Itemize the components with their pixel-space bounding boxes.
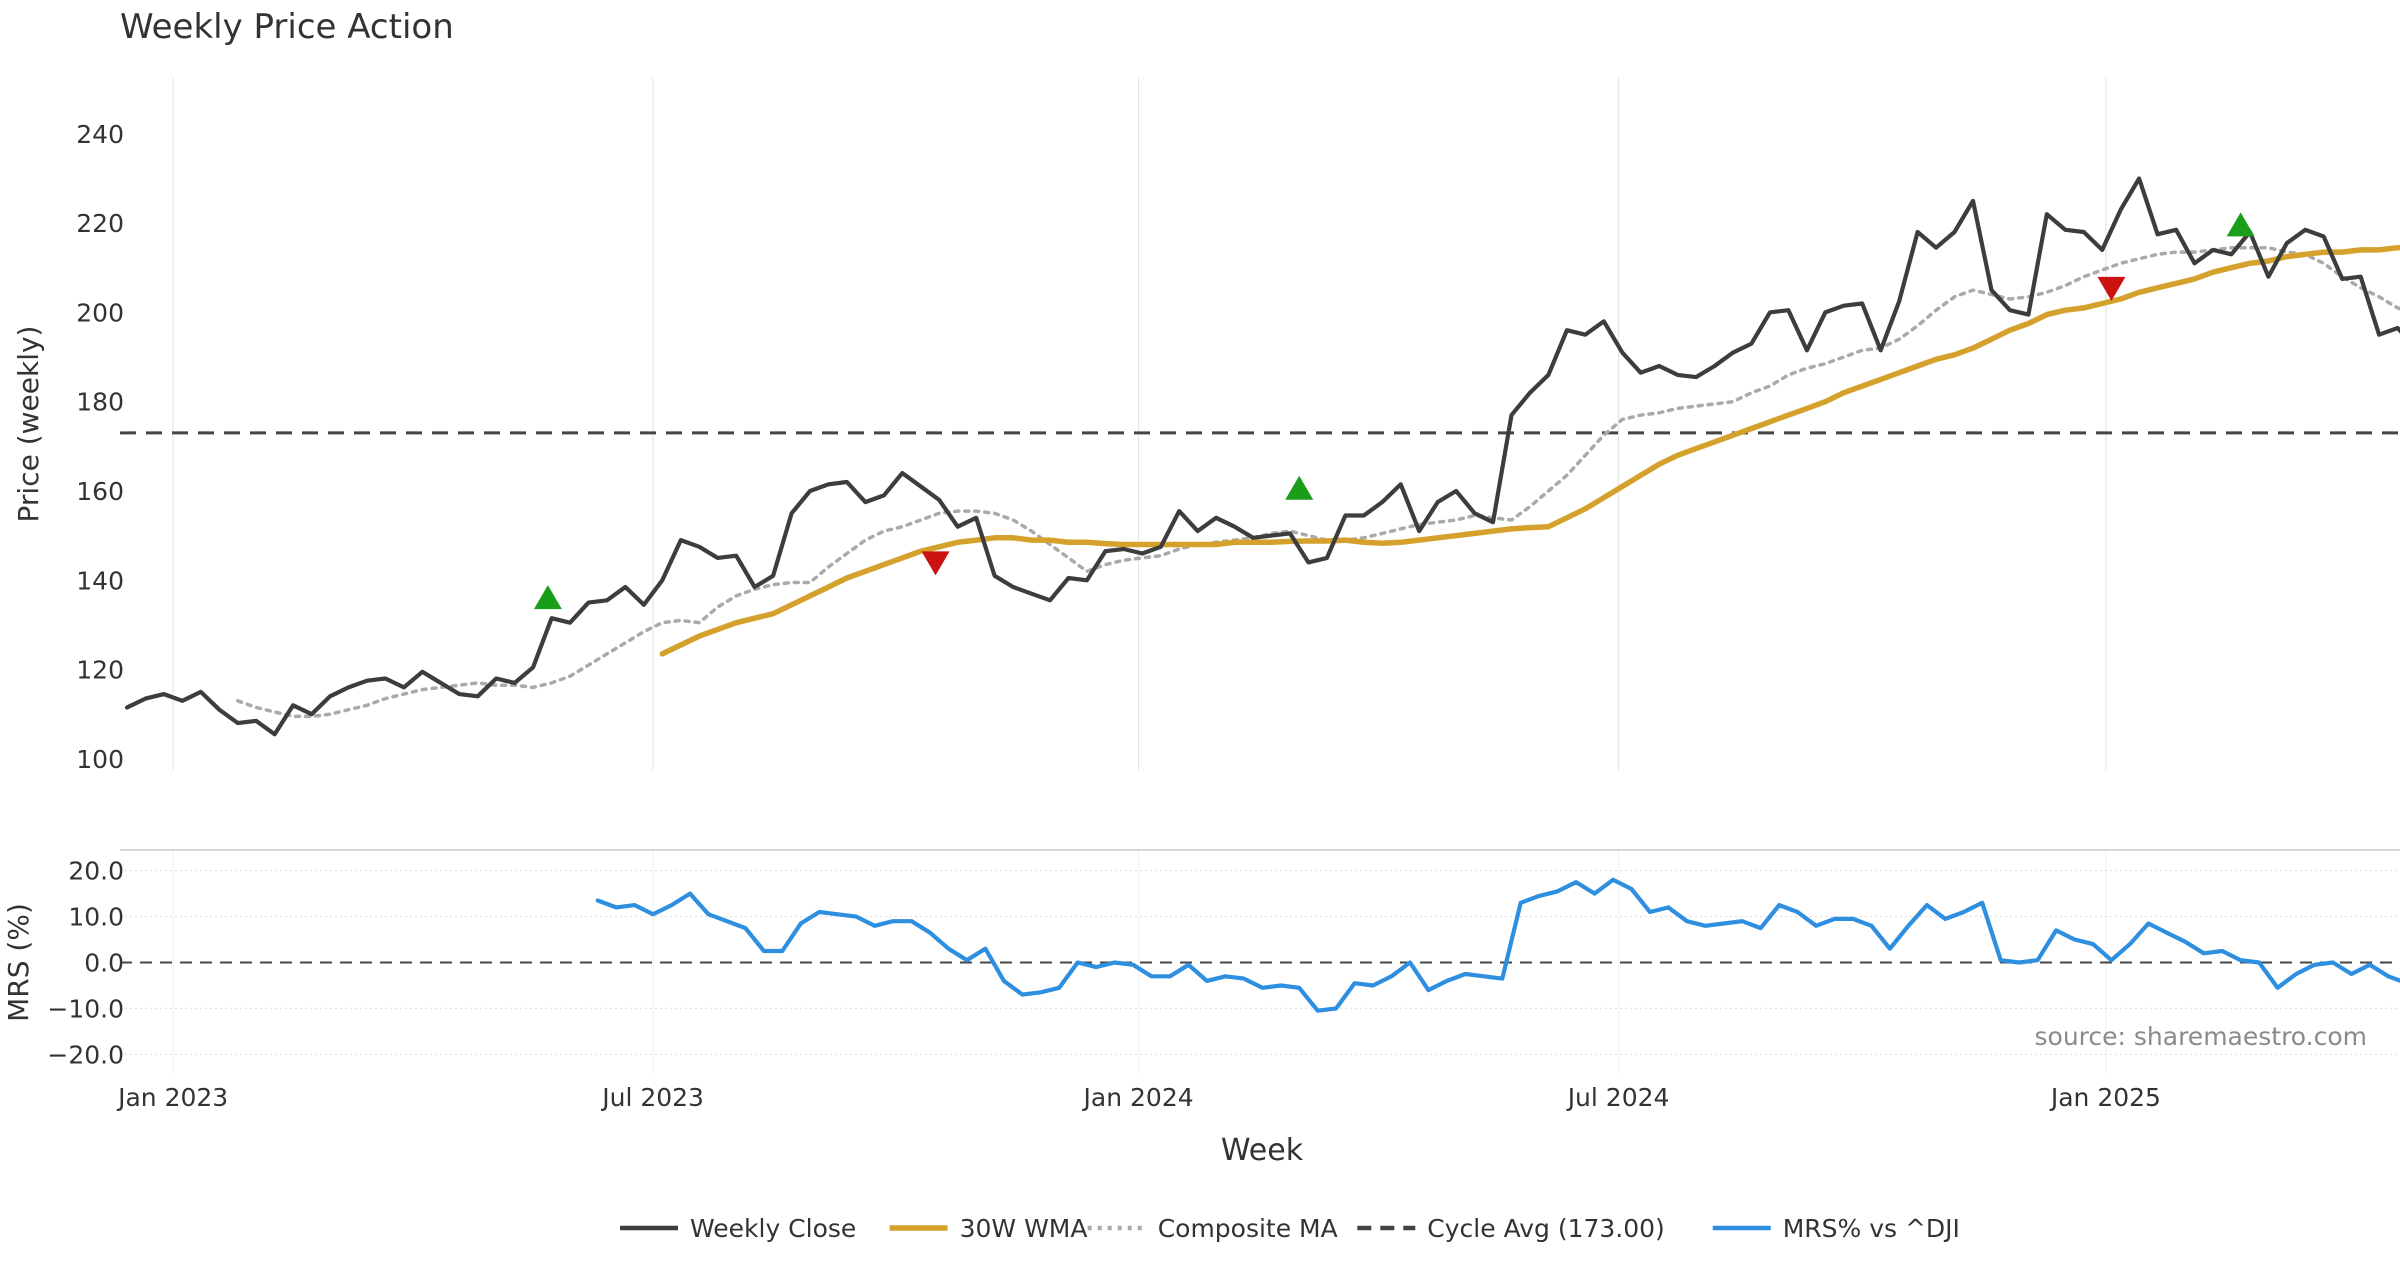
mrs-y-tick-label: 20.0 (68, 857, 124, 886)
price-panel: 100 120 140 160 180 200 220 240 Price (weekly) (12, 78, 2400, 774)
price-y-tick-label: 120 (76, 656, 124, 685)
legend: Weekly Close 30W WMA Composite MA Cycle Avg… (620, 1214, 1960, 1243)
buy-signal-marker (2226, 212, 2255, 237)
legend-label: Weekly Close (690, 1214, 856, 1243)
buy-signal-marker (533, 585, 562, 610)
composite-ma-line (236, 245, 2400, 719)
mrs-y-tick-label: −20.0 (47, 1040, 124, 1069)
source-note: source: sharemaestro.com (2035, 1022, 2368, 1051)
x-tick-label: Jul 2023 (600, 1083, 704, 1112)
price-y-tick-label: 240 (76, 120, 124, 149)
price-y-axis-label: Price (weekly) (12, 326, 45, 523)
sell-signal-marker (921, 551, 950, 576)
mrs-panel: −20.0 −10.0 0.0 10.0 20.0 MRS (%) (2, 849, 2400, 1075)
x-tick-label: Jan 2023 (116, 1083, 228, 1112)
price-y-tick-label: 140 (76, 566, 124, 595)
buy-signal-marker (1285, 475, 1314, 500)
x-tick-label: Jan 2024 (1082, 1083, 1194, 1112)
mrs-line (595, 877, 2400, 1013)
price-y-tick-label: 100 (76, 745, 124, 774)
mrs-y-axis-label: MRS (%) (2, 903, 35, 1022)
legend-label: Cycle Avg (173.00) (1427, 1214, 1665, 1243)
price-y-tick-label: 200 (76, 298, 124, 327)
x-tick-label: Jan 2025 (2049, 1083, 2161, 1112)
chart-title: Weekly Price Action (120, 7, 454, 47)
legend-label: Composite MA (1158, 1214, 1338, 1243)
weekly-close-line (124, 176, 2400, 737)
mrs-y-tick-label: 0.0 (84, 949, 124, 978)
sell-signal-marker (2097, 276, 2126, 301)
mrs-y-tick-label: −10.0 (47, 994, 124, 1023)
x-tick-label: Jul 2024 (1566, 1083, 1670, 1112)
legend-label: MRS% vs ^DJI (1783, 1214, 1960, 1243)
price-y-tick-label: 180 (76, 388, 124, 417)
price-y-tick-label: 160 (76, 477, 124, 506)
legend-label: 30W WMA (960, 1214, 1088, 1243)
mrs-y-tick-label: 10.0 (68, 903, 124, 932)
price-y-tick-label: 220 (76, 209, 124, 238)
wma-30w-line (659, 244, 2400, 657)
x-axis-label: Week (1221, 1133, 1304, 1168)
